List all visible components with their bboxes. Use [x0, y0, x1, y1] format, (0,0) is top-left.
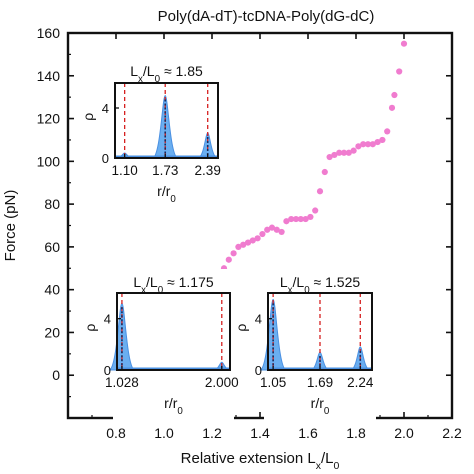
inset-y-label: ρ [233, 324, 249, 332]
data-point [273, 226, 280, 233]
data-point [288, 215, 295, 223]
y-tick-label: 140 [37, 68, 61, 84]
data-point [259, 230, 266, 238]
inset-x-tick-label: 1.10 [112, 163, 138, 178]
inset-title: Lx/L0 ≈ 1.85 [130, 63, 203, 85]
data-point [364, 141, 372, 148]
data-point [340, 149, 348, 156]
data-point [388, 104, 396, 111]
inset-1: 0 4ρ 1.10 1.73 2.39 r/r0 Lx/L0 ≈ 1.85 [80, 59, 222, 212]
y-tick-label: 160 [37, 25, 61, 41]
x-tick-label: 2.0 [394, 425, 414, 441]
x-tick-label: 1.6 [298, 425, 318, 441]
x-tick-label: 2.2 [442, 425, 462, 441]
data-point [400, 40, 408, 47]
data-point [321, 168, 328, 176]
inset-x-tick-label: 1.73 [152, 163, 178, 178]
data-point [396, 68, 403, 75]
data-point [292, 215, 300, 223]
data-point [264, 226, 271, 233]
data-point [345, 149, 352, 156]
data-point [297, 215, 304, 223]
y-tick-label: 20 [44, 324, 60, 340]
y-tick-label: 80 [44, 196, 60, 212]
x-tick-label: 1.8 [346, 425, 366, 441]
x-tick-label: 0.8 [106, 425, 126, 441]
inset-x-tick-label: 2.39 [195, 163, 221, 178]
inset-x-tick-label: 2.000 [205, 375, 239, 390]
data-point [350, 147, 357, 154]
data-point [336, 149, 343, 156]
inset-3: 0 4ρ 1.05 1.69 2.24 r/r0 Lx/L0 ≈ 1.525 [233, 269, 376, 424]
inset-x-tick-label: 1.69 [307, 375, 333, 390]
inset-x-tick-label: 1.05 [260, 375, 286, 390]
y-tick-label: 120 [37, 111, 61, 127]
data-point [302, 215, 309, 223]
inset-background [113, 269, 234, 424]
x-tick-label: 1.4 [250, 425, 270, 441]
data-point [331, 151, 338, 159]
data-point [391, 91, 398, 99]
inset-y-tick-label: 0 [255, 363, 262, 378]
x-tick-label: 1.2 [202, 425, 222, 441]
y-tick-label: 0 [52, 367, 60, 383]
data-point [240, 241, 247, 248]
inset-y-tick-label: 4 [104, 312, 111, 327]
data-point [384, 128, 391, 135]
inset-title: Lx/L0 ≈ 1.525 [280, 274, 361, 296]
density-peak [259, 298, 287, 371]
x-axis-label: Relative extension Lx/L0 [181, 450, 340, 472]
inset-2: 0 4ρ 1.028 2.000 r/r0 Lx/L0 ≈ 1.175 [82, 269, 239, 424]
inset-y-label: ρ [80, 113, 96, 121]
data-point [307, 213, 314, 221]
inset-x-label: r/r0 [164, 395, 183, 417]
y-tick-label: 100 [37, 153, 61, 169]
inset-y-tick-label: 4 [255, 312, 262, 327]
data-point [235, 243, 242, 250]
data-point [360, 141, 367, 148]
data-point [244, 239, 252, 246]
data-point [230, 250, 237, 257]
data-point [254, 235, 261, 242]
inset-frame [116, 292, 231, 371]
data-point [278, 228, 285, 236]
inset-y-tick-label: 0 [104, 363, 111, 378]
data-point [316, 188, 324, 195]
main-plot-area: 0.8 1.0 1.2 1.4 1.6 1.8 2.0 2.20204060801001201… [2, 25, 462, 472]
data-point [379, 136, 386, 144]
inset-title: Lx/L0 ≈ 1.175 [133, 274, 214, 296]
data-point [369, 141, 376, 148]
y-tick-label: 40 [44, 282, 60, 298]
inset-x-tick-label: 1.028 [105, 375, 139, 390]
data-point [312, 207, 319, 214]
data-point [326, 153, 333, 161]
data-point [283, 218, 290, 225]
y-tick-label: 60 [44, 239, 60, 255]
x-tick-label: 1.0 [154, 425, 174, 441]
chart-title: Poly(dA-dT)-tcDNA-Poly(dG-dC) [158, 8, 375, 25]
inset-x-tick-label: 2.24 [347, 375, 374, 390]
inset-y-tick-label: 4 [102, 101, 109, 116]
inset-y-label: ρ [82, 324, 98, 332]
data-point [374, 138, 381, 146]
inset-x-label: r/r0 [311, 395, 330, 417]
data-point [225, 256, 232, 263]
inset-y-tick-label: 0 [102, 151, 109, 166]
inset-x-label: r/r0 [157, 183, 176, 205]
data-point [268, 224, 276, 231]
data-point [249, 237, 256, 244]
data-point [355, 143, 362, 150]
y-axis-label: Force (pN) [2, 190, 19, 262]
inset-frame [114, 82, 219, 159]
